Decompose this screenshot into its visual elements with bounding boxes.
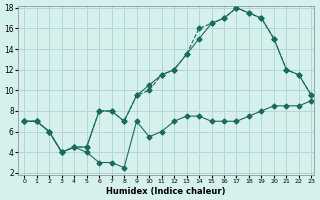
X-axis label: Humidex (Indice chaleur): Humidex (Indice chaleur)	[106, 187, 226, 196]
